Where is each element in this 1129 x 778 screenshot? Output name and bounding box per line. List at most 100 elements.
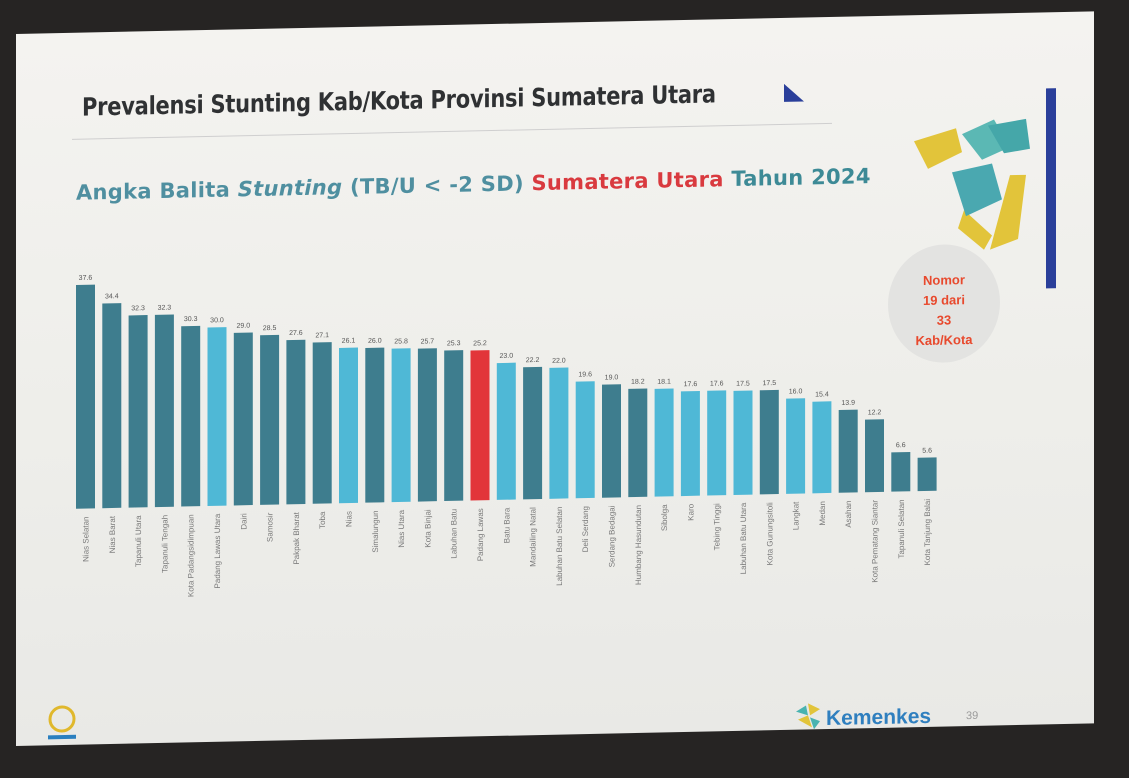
bar-4 — [181, 325, 201, 507]
bar-21 — [628, 388, 648, 498]
category-label-32: Kota Tanjung Balai — [923, 499, 932, 566]
category-label-11: Simalungun — [371, 510, 380, 552]
category-label-4: Kota Padangsidimpuan — [187, 514, 196, 597]
value-label-28: 15.4 — [815, 391, 829, 398]
bar-12 — [391, 348, 411, 503]
value-label-9: 27.1 — [315, 332, 329, 339]
category-label-27: Langkat — [792, 501, 801, 530]
footer-brand: Kemenkes — [826, 704, 932, 731]
value-label-0: 37.6 — [79, 275, 93, 282]
category-label-26: Kota Gunungsitoli — [765, 502, 774, 566]
bar-11 — [365, 347, 385, 503]
stunting-bar-chart: 37.6 Nias Selatan 34.4 Nias Barat 32.3 Tapanu… — [76, 275, 937, 597]
category-label-3: Tapanuli Tengah — [160, 515, 169, 573]
value-label-18: 22.0 — [552, 358, 566, 365]
bar-32 — [917, 457, 937, 492]
bar-10 — [339, 347, 358, 504]
value-label-12: 25.8 — [394, 338, 408, 345]
ministry-logo-icon — [914, 88, 1056, 292]
rank-line-4: Kab/Kota — [915, 331, 973, 349]
category-label-22: Sibolga — [660, 504, 669, 531]
value-label-20: 19.0 — [605, 374, 619, 381]
bar-7 — [260, 334, 280, 505]
category-label-16: Batu Bara — [502, 507, 511, 543]
bar-14 — [444, 350, 464, 502]
value-label-3: 32.3 — [158, 305, 172, 312]
value-label-14: 25.3 — [447, 340, 461, 347]
bar-3 — [154, 314, 174, 508]
category-label-10: Nias — [345, 511, 354, 527]
bar-26 — [759, 389, 779, 495]
category-label-17: Mandailing Natal — [529, 507, 538, 567]
bar-27 — [786, 398, 806, 494]
footer-emblem-icon — [48, 705, 76, 740]
category-label-14: Labuhan Batu — [450, 509, 459, 559]
bar-19 — [575, 381, 595, 499]
bar-8 — [286, 339, 306, 505]
category-label-13: Kota Binjai — [423, 509, 432, 548]
category-label-29: Asahan — [844, 500, 853, 527]
category-label-18: Labuhan Batu Selatan — [555, 507, 564, 586]
value-label-24: 17.6 — [710, 380, 724, 387]
value-label-19: 19.6 — [578, 371, 592, 378]
value-label-13: 25.7 — [421, 338, 435, 345]
value-label-8: 27.6 — [289, 330, 303, 337]
bar-20 — [602, 384, 621, 498]
rank-line-1: Nomor — [923, 272, 965, 289]
category-label-6: Dairi — [239, 513, 248, 530]
value-label-6: 29.0 — [236, 323, 250, 330]
category-label-1: Nias Barat — [108, 515, 117, 553]
bar-1 — [102, 303, 122, 509]
value-label-23: 17.6 — [684, 381, 698, 388]
category-label-8: Pakpak Bharat — [292, 511, 301, 564]
category-label-24: Tebing Tinggi — [713, 503, 722, 551]
bar-23 — [680, 390, 700, 497]
value-label-10: 26.1 — [342, 338, 356, 345]
bar-15 — [470, 350, 490, 501]
bar-0 — [76, 284, 95, 509]
bar-22 — [654, 388, 674, 497]
category-label-28: Medan — [818, 501, 827, 526]
bar-5 — [207, 327, 227, 506]
value-label-31: 6.6 — [896, 442, 906, 449]
rank-line-3: 33 — [936, 312, 952, 328]
category-label-19: Deli Serdang — [581, 506, 590, 552]
bar-2 — [128, 315, 148, 508]
category-label-15: Padang Lawas — [476, 508, 485, 561]
value-label-22: 18.1 — [657, 379, 671, 386]
bar-17 — [523, 366, 543, 500]
value-label-16: 23.0 — [499, 353, 513, 360]
category-label-2: Tapanuli Utara — [134, 515, 143, 567]
value-label-25: 17.5 — [736, 381, 750, 388]
category-label-31: Tapanuli Selatan — [897, 499, 906, 558]
bar-31 — [891, 451, 911, 492]
bar-13 — [417, 348, 437, 502]
bar-18 — [549, 367, 569, 499]
category-label-21: Humbang Hasundutan — [634, 505, 643, 585]
bar-6 — [233, 332, 253, 506]
value-label-2: 32.3 — [131, 305, 145, 312]
category-label-0: Nias Selatan — [82, 516, 91, 562]
presentation-slide: Prevalensi Stunting Kab/Kota Provinsi Su… — [16, 11, 1094, 746]
corner-triangle-icon — [784, 83, 804, 102]
category-label-23: Karo — [686, 503, 695, 521]
category-label-5: Padang Lawas Utara — [213, 513, 222, 588]
bar-29 — [838, 409, 858, 493]
value-label-26: 17.5 — [762, 380, 776, 387]
value-label-11: 26.0 — [368, 338, 382, 345]
rank-text: Nomor 19 dari 33 Kab/Kota — [888, 269, 1000, 351]
category-label-9: Toba — [318, 511, 327, 529]
rank-line-2: 19 dari — [923, 292, 965, 309]
page-number: 39 — [966, 709, 979, 723]
kemenkes-logo-icon — [796, 703, 820, 730]
bar-9 — [312, 342, 332, 504]
value-label-5: 30.0 — [210, 317, 224, 324]
value-label-1: 34.4 — [105, 293, 119, 300]
value-label-7: 28.5 — [263, 325, 277, 332]
category-label-7: Samosir — [266, 512, 275, 542]
bar-25 — [733, 390, 753, 495]
bar-16 — [496, 362, 516, 500]
value-label-17: 22.2 — [526, 357, 540, 364]
category-label-20: Serdang Bedagai — [608, 505, 617, 567]
bar-24 — [707, 390, 727, 496]
